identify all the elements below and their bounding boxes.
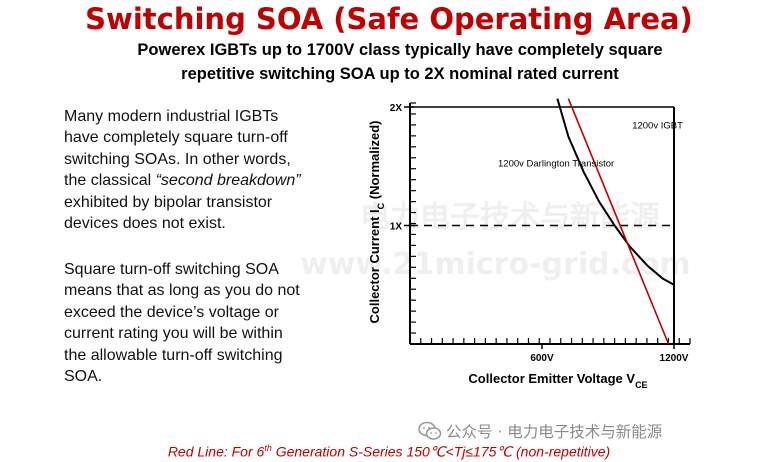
para1-line: switching SOAs. In other words, [64,150,291,168]
subtitle-line-2: repetitive switching SOA up to 2X nomina… [181,65,619,83]
para1-line: devices does not exist. [64,215,226,233]
para2-line: SOA. [64,368,103,386]
x-axis-label-main: Collector Emitter Voltage V [468,371,635,386]
para1-line: exhibited by bipolar transistor [64,193,273,211]
slide-title: Switching SOA (Safe Operating Area) [85,2,693,36]
para2-line: means that as long as you do not [64,282,300,300]
y-tick-label: 1X [390,222,403,233]
igbt-annotation: 1200v IGBT [632,120,683,131]
x-tick-label: 600V [530,353,554,364]
y-axis-label-sub: C [376,202,386,209]
wechat-badge-text: 公众号 · 电力电子技术与新能源 [446,423,663,441]
paragraph-rating-rule: Square turn-off switching SOA means that… [64,259,344,387]
para1-line: the classical “second breakdown” [64,170,344,191]
paragraph-square-soa: Many modern industrial IGBTs have comple… [64,106,344,234]
y-axis-label-main: Collector Current I [367,209,382,323]
watermark-faint-url: www.21micro-grid.com [300,247,691,282]
wechat-badge: 公众号 · 电力电子技术与新能源 [418,418,662,444]
para2-line: current rating you will be within [64,325,283,343]
darlington-soa-curve [556,98,675,286]
y-tick-label: 2X [390,103,403,114]
x-axis-label-sub: CE [635,380,648,390]
red-line-note-sup: th [264,443,272,453]
red-line [567,98,670,345]
x-tick-label: 1200V [660,353,689,364]
second-breakdown-emphasis: “second breakdown” [155,172,301,190]
darlington-annotation: 1200v Darlington Transistor [498,158,614,169]
para1-line: Many modern industrial IGBTs [64,108,279,125]
para1-text: the classical [64,172,156,190]
subtitle-line-1: Powerex IGBTs up to 1700V class typicall… [137,41,663,59]
y-axis-label: Collector Current IC (Normalized) [367,121,386,324]
para2-line: exceed the device’s voltage or [64,303,279,321]
red-line-note: Red Line: For 6th Generation S-Series 15… [0,443,778,461]
para2-line: Square turn-off switching SOA [64,261,279,278]
para2-line: the allowable turn-off switching [64,346,283,364]
soa-chart: Collector Current IC (Normalized) Collec… [367,98,691,390]
red-line-note-pre: Red Line: For 6 [167,443,265,460]
x-axis-label: Collector Emitter Voltage VCE [468,371,647,390]
wechat-icon [418,421,442,440]
red-line-note-post: Generation S-Series 150℃<Tj≤175℃ (non-re… [271,443,611,460]
y-axis-label-suffix: (Normalized) [367,121,382,203]
para1-line: have completely square turn-off [64,129,288,147]
